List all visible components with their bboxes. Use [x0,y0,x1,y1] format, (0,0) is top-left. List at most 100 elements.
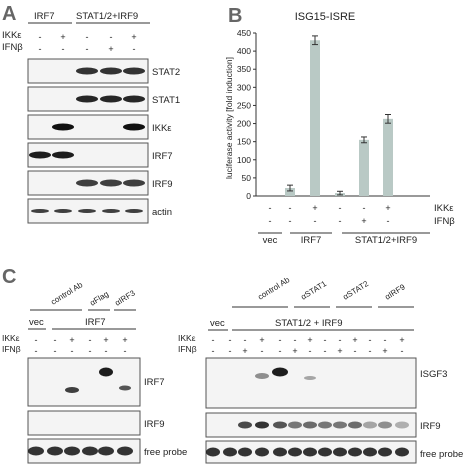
cl-group-vec: vec [29,317,44,328]
chart-ylabel: luciferase activity [fold induction] [224,57,234,179]
band [273,447,287,457]
chart-sign: - [314,216,317,226]
a-blot-label: IRF9 [152,179,173,190]
y-tick-label: 400 [237,46,251,56]
cr-sign-grid: - - - + - - + - - + - - +- - + - - + - - + - - + - [212,335,405,356]
y-tick-label: 150 [237,137,251,147]
cr-sign: - [369,346,372,356]
a-sign: - [39,44,42,54]
chart-group-irf7: IRF7 [301,235,322,246]
cr-sign: + [337,346,342,356]
band [303,421,317,429]
a-blots: STAT2 STAT1 IKKε IRF7 IRF9 actin [27,58,180,224]
panel-label-a: A [2,3,16,25]
cl-sign: - [124,346,127,356]
a-sign: - [133,44,136,54]
cl-sign: + [103,335,108,345]
band [318,447,332,457]
bar [359,139,369,196]
a-sign: - [39,32,42,42]
a-band [100,95,122,103]
a-band [100,179,122,187]
band [238,421,252,429]
cr-antibody-control: control Ab [256,275,291,302]
a-blot-label: IRF7 [152,151,173,162]
band [223,447,237,457]
cr-sign: + [242,346,247,356]
a-band [100,67,122,75]
band [288,421,302,429]
a-band [102,209,120,213]
a-blot-label: STAT2 [152,67,180,78]
cl-row-label-ifn: IFNβ [2,344,21,354]
a-blot-label: IKKε [152,123,172,134]
bar [285,188,295,196]
y-tick-label: 100 [237,155,251,165]
y-tick-label: 50 [242,173,252,183]
a-band [52,151,74,159]
cr-blot-label: IRF9 [420,421,441,432]
cr-sign: - [384,335,387,345]
band [28,446,44,456]
cl-blot-irf7 [27,357,141,407]
cl-blot-label: free probe [144,447,187,458]
chart-sign: + [312,203,317,213]
chart-sign: - [269,203,272,213]
band [333,447,347,457]
panel-a: IRF7 STAT1/2+IRF9 IKKε IFNβ - + - - + - - - + - S… [2,11,180,224]
band [303,447,317,457]
cl-sign: + [122,335,127,345]
band [65,387,79,393]
cr-blot-label: free probe [420,449,463,460]
cr-sign: - [339,335,342,345]
cr-blot-isgf3 [205,357,417,409]
cr-sign: + [382,346,387,356]
cl-sign: + [69,335,74,345]
a-band [123,123,145,131]
a-band [123,179,145,187]
a-band [54,209,72,213]
band [47,446,63,456]
chart-axis: 0 50 100 150 200 250 300 350 400 450 [237,28,430,201]
band [98,446,114,456]
cr-sign: - [309,346,312,356]
cr-sign: - [369,335,372,345]
chart-row-label-ifn: IFNβ [434,216,455,227]
cr-sign: - [229,346,232,356]
cr-sign: - [279,346,282,356]
y-tick-label: 350 [237,64,251,74]
chart-sign: - [289,216,292,226]
cr-sign: + [307,335,312,345]
band [333,421,347,429]
cr-sign: + [292,346,297,356]
a-row-label-ifn: IFNβ [2,42,23,53]
cr-group-stat: STAT1/2 + IRF9 [275,318,343,329]
cl-blots: IRF7 IRF9 free probe [27,357,187,464]
band [64,446,80,456]
chart-sign: - [363,203,366,213]
band [288,447,302,457]
cl-sign: - [89,335,92,345]
cl-sign: - [35,346,38,356]
band [304,376,316,380]
band [318,421,332,429]
cl-sign: - [54,335,57,345]
a-sign: - [86,32,89,42]
cr-sign: + [259,335,264,345]
cl-row-label-ikk: IKKε [2,333,20,343]
a-blot-label: actin [152,207,172,218]
cl-sign: - [71,346,74,356]
chart-sign: + [361,216,366,226]
a-band [29,151,51,159]
panel-c-left: control Ab αFlag αIRF3 vec IRF7 IKKε IFN… [2,280,187,464]
chart-row-label-ikk: IKKε [434,203,454,214]
chart-title: ISG15-ISRE [295,11,356,23]
cr-sign: - [324,335,327,345]
a-band [123,67,145,75]
band [99,367,113,377]
cl-antibody-flag: αFlag [88,289,110,307]
cl-antibody-control: control Ab [49,280,84,307]
a-band [31,209,49,213]
a-band [123,95,145,103]
